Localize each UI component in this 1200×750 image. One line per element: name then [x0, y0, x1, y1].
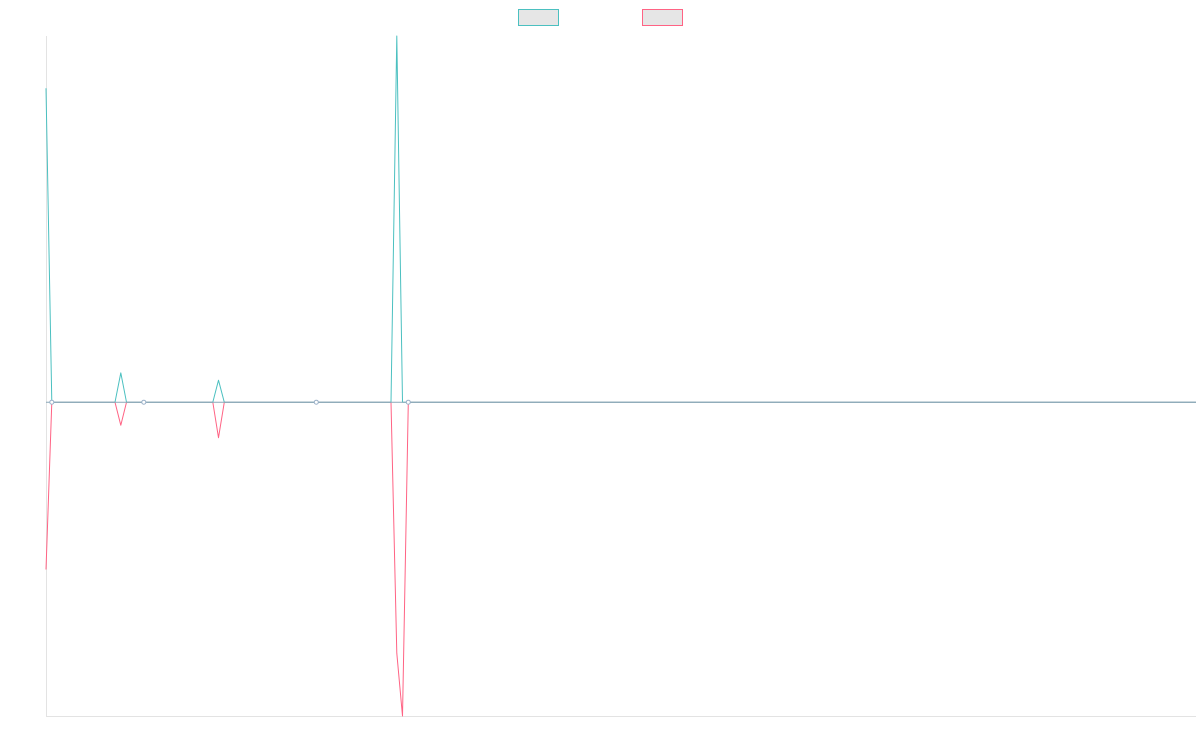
axes	[46, 36, 1196, 717]
legend-swatch-series-1[interactable]	[518, 9, 559, 26]
data-point-marker-2	[141, 399, 147, 405]
legend	[518, 9, 683, 26]
series-layer	[45, 35, 1196, 717]
data-point-marker-4	[405, 399, 411, 405]
series-line-2	[45, 401, 1196, 717]
legend-swatch-series-2[interactable]	[642, 9, 683, 26]
marker-layer	[49, 399, 411, 405]
data-point-marker-3	[313, 399, 319, 405]
data-point-marker-1	[49, 399, 55, 405]
series-line-1	[45, 35, 1196, 403]
